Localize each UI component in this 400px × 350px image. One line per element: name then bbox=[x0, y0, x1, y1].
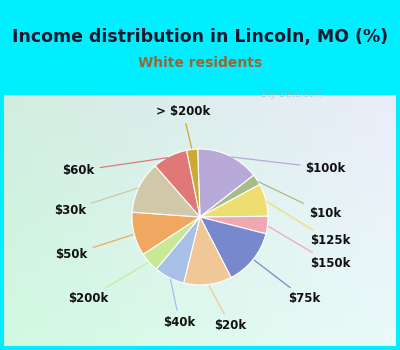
Text: $75k: $75k bbox=[254, 260, 321, 305]
Text: White residents: White residents bbox=[138, 56, 262, 70]
Wedge shape bbox=[187, 149, 200, 217]
Wedge shape bbox=[132, 166, 200, 217]
Wedge shape bbox=[200, 175, 260, 217]
Text: $10k: $10k bbox=[258, 182, 341, 220]
Wedge shape bbox=[200, 184, 268, 217]
Text: $125k: $125k bbox=[267, 202, 350, 247]
Text: $100k: $100k bbox=[231, 157, 346, 175]
Wedge shape bbox=[155, 150, 200, 217]
Wedge shape bbox=[143, 217, 200, 269]
Text: $50k: $50k bbox=[56, 234, 133, 261]
Text: $30k: $30k bbox=[54, 188, 138, 217]
Text: City-Data.com: City-Data.com bbox=[260, 90, 324, 99]
Text: Income distribution in Lincoln, MO (%): Income distribution in Lincoln, MO (%) bbox=[12, 28, 388, 46]
Text: $60k: $60k bbox=[62, 158, 168, 177]
Wedge shape bbox=[200, 217, 266, 278]
Text: $200k: $200k bbox=[68, 263, 148, 305]
Wedge shape bbox=[132, 212, 200, 254]
Wedge shape bbox=[184, 217, 231, 285]
Text: $20k: $20k bbox=[209, 286, 247, 332]
Text: $150k: $150k bbox=[268, 226, 350, 270]
Text: > $200k: > $200k bbox=[156, 105, 210, 148]
Wedge shape bbox=[200, 216, 268, 234]
Text: $40k: $40k bbox=[164, 279, 196, 329]
Wedge shape bbox=[156, 217, 200, 283]
Wedge shape bbox=[198, 149, 254, 217]
